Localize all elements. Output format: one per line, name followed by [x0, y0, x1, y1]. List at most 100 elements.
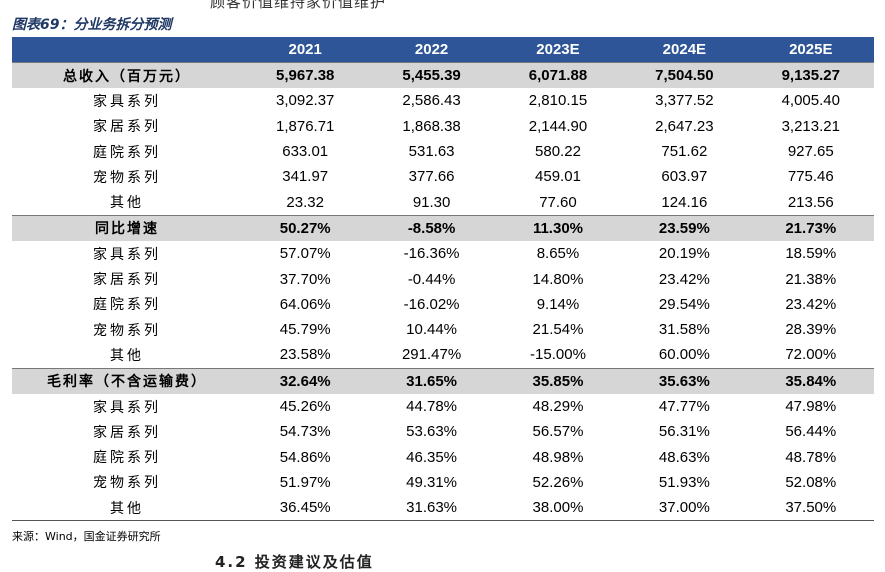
- value-cell: 56.31%: [658, 423, 710, 441]
- value-cell: 927.65: [787, 143, 834, 161]
- value-cell: 72.00%: [785, 346, 837, 364]
- row-label: 其他: [110, 347, 144, 364]
- table-row: 家具系列 57.07% -16.36% 8.65% 20.19% 18.59%: [12, 241, 874, 266]
- row-label: 庭院系列: [93, 450, 161, 467]
- table-row: 宠物系列 45.79% 10.44% 21.54% 31.58% 28.39%: [12, 317, 874, 342]
- value-cell: 31.58%: [658, 321, 710, 339]
- header-year: 2024E: [621, 37, 748, 63]
- value-cell: -16.36%: [403, 245, 460, 263]
- value-cell: 23.42%: [658, 270, 710, 288]
- value-cell: 7,504.50: [621, 62, 748, 89]
- value-cell: 603.97: [661, 168, 708, 186]
- table-body: 总收入（百万元） 5,967.38 5,455.39 6,071.88 7,504.50…: [12, 62, 874, 522]
- value-cell: 54.73%: [279, 423, 331, 441]
- value-cell: 48.29%: [532, 398, 584, 415]
- value-cell: 14.80%: [532, 270, 584, 288]
- table-row: 家具系列 45.26% 44.78% 48.29% 47.77% 47.98%: [12, 394, 874, 419]
- value-cell: -8.58%: [368, 214, 495, 242]
- header-year: 2023E: [494, 37, 622, 63]
- value-cell: 633.01: [282, 143, 329, 161]
- value-cell: 9.14%: [536, 295, 580, 313]
- clipped-heading-top: 顾客价值维持家价值维护: [210, 0, 387, 11]
- value-cell: 35.84%: [747, 367, 874, 394]
- table-row: 家居系列 54.73% 53.63% 56.57% 56.31% 56.44%: [12, 419, 874, 444]
- value-cell: 36.45%: [242, 495, 369, 522]
- value-cell: 291.47%: [401, 346, 462, 364]
- table-row: 家具系列 3,092.37 2,586.43 2,810.15 3,377.52 4,00…: [12, 88, 874, 113]
- value-cell: 8.65%: [536, 245, 580, 263]
- value-cell: 28.39%: [785, 321, 837, 339]
- row-label: 宠物系列: [93, 169, 161, 186]
- value-cell: 51.93%: [658, 473, 710, 491]
- value-cell: 56.44%: [785, 423, 837, 441]
- value-cell: 45.26%: [279, 398, 331, 415]
- value-cell: 52.26%: [532, 473, 584, 491]
- value-cell: 751.62: [661, 143, 708, 161]
- section-header-row: 总收入（百万元） 5,967.38 5,455.39 6,071.88 7,504.50…: [12, 62, 874, 89]
- row-label: 家具系列: [93, 93, 161, 110]
- figure-caption: 图表69：分业务拆分预测: [12, 17, 172, 33]
- value-cell: 23.59%: [621, 214, 748, 242]
- value-cell: 5,967.38: [242, 62, 369, 89]
- section-header-row: 毛利率（不含运输费） 32.64% 31.65% 35.85% 35.63% 35.84%: [12, 367, 874, 394]
- value-cell: 37.00%: [621, 495, 748, 522]
- value-cell: 47.98%: [785, 398, 837, 415]
- value-cell: 91.30: [412, 193, 451, 211]
- value-cell: 54.86%: [279, 448, 331, 466]
- value-cell: 37.50%: [747, 495, 874, 522]
- row-label: 家居系列: [93, 272, 161, 289]
- row-label: 宠物系列: [93, 322, 161, 339]
- table-header-row: 2021 2022 2023E 2024E 2025E: [12, 37, 874, 63]
- table-row: 庭院系列 64.06% -16.02% 9.14% 29.54% 23.42%: [12, 292, 874, 317]
- value-cell: 45.79%: [279, 321, 331, 339]
- section-label: 同比增速: [12, 214, 242, 242]
- value-cell: 2,144.90: [528, 117, 588, 135]
- value-cell: 2,810.15: [528, 92, 588, 110]
- value-cell: 11.30%: [494, 214, 622, 242]
- value-cell: 21.54%: [532, 321, 584, 339]
- table-row: 其他 36.45% 31.63% 38.00% 37.00% 37.50%: [12, 495, 874, 522]
- value-cell: 3,092.37: [276, 92, 335, 110]
- value-cell: 5,455.39: [368, 62, 495, 89]
- value-cell: 23.42%: [785, 295, 837, 313]
- value-cell: 35.63%: [621, 367, 748, 394]
- row-label: 家居系列: [93, 424, 161, 441]
- value-cell: 3,213.21: [781, 117, 840, 135]
- value-cell: 50.27%: [242, 214, 369, 242]
- value-cell: 29.54%: [658, 295, 710, 313]
- value-cell: 1,868.38: [402, 117, 461, 135]
- value-cell: 51.97%: [279, 473, 331, 491]
- row-label: 庭院系列: [93, 297, 161, 314]
- header-corner: [12, 37, 242, 63]
- value-cell: 459.01: [535, 168, 581, 186]
- value-cell: 60.00%: [658, 346, 710, 364]
- row-label: 家具系列: [93, 399, 161, 416]
- value-cell: 23.32: [286, 193, 324, 211]
- value-cell: -15.00%: [530, 346, 586, 364]
- value-cell: 57.07%: [279, 245, 331, 263]
- value-cell: 64.06%: [279, 295, 331, 313]
- table-row: 家居系列 37.70% -0.44% 14.80% 23.42% 21.38%: [12, 266, 874, 291]
- section-label: 总收入（百万元）: [12, 62, 242, 89]
- row-label: 宠物系列: [93, 475, 161, 492]
- header-year: 2021: [242, 37, 369, 63]
- value-cell: 6,071.88: [494, 62, 622, 89]
- value-cell: 46.35%: [406, 448, 458, 466]
- row-label: 其他: [12, 495, 242, 522]
- header-year: 2022: [368, 37, 495, 63]
- row-label: 其他: [110, 195, 144, 212]
- value-cell: 56.57%: [532, 423, 584, 441]
- table-row: 庭院系列 54.86% 46.35% 48.98% 48.63% 48.78%: [12, 444, 874, 469]
- value-cell: 1,876.71: [276, 117, 335, 135]
- forecast-table: 2021 2022 2023E 2024E 2025E 总收入（百万元） 5,96…: [12, 37, 874, 522]
- value-cell: 2,647.23: [655, 117, 714, 135]
- value-cell: 775.46: [787, 168, 834, 186]
- value-cell: 531.63: [408, 143, 455, 161]
- value-cell: 44.78%: [406, 398, 458, 415]
- value-cell: 3,377.52: [655, 92, 714, 110]
- header-year: 2025E: [747, 37, 874, 63]
- value-cell: 580.22: [535, 143, 581, 161]
- table-row: 其他 23.58% 291.47% -15.00% 60.00% 72.00%: [12, 342, 874, 368]
- value-cell: 31.65%: [368, 367, 495, 394]
- value-cell: 48.98%: [532, 448, 584, 466]
